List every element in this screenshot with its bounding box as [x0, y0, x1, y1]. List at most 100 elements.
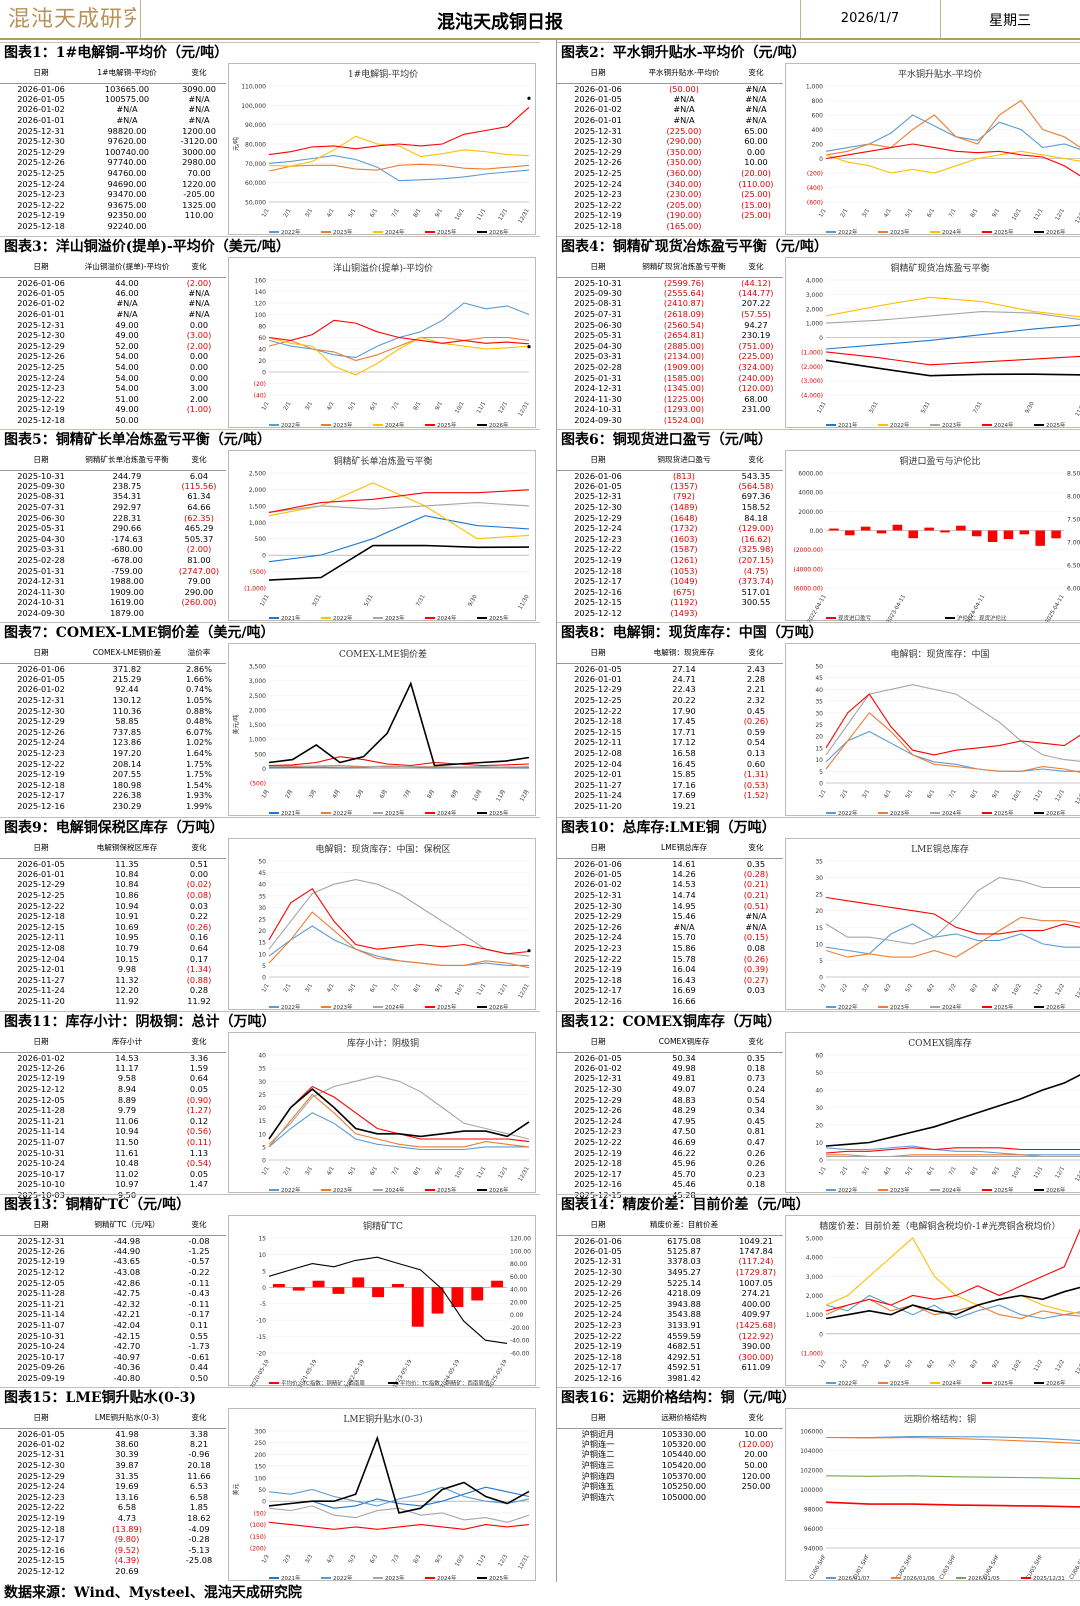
- legend-label: 2022年: [281, 1186, 301, 1194]
- table-cell: 15.85: [672, 769, 696, 780]
- table-cell: 10.94: [115, 1126, 139, 1137]
- x-tick-label: 11/1: [476, 208, 487, 222]
- table-cell: 6.04: [189, 470, 209, 481]
- table-cell: 2025-12-31: [574, 890, 622, 901]
- y-tick-label: 10: [258, 951, 266, 958]
- table-row: 2024-10-31 (1293.00) 231.00: [557, 404, 783, 415]
- table-cell: 2025-09-30: [574, 287, 622, 298]
- x-tick-label: 10/1: [1011, 1166, 1022, 1180]
- table-cell: (1587): [670, 544, 698, 555]
- table-cell: 2025-12-23: [574, 1126, 622, 1137]
- chart-bar: [332, 1287, 345, 1294]
- table-row: 2025-12-12 -43.08 -0.22: [0, 1267, 226, 1278]
- chart-bar: [971, 530, 982, 537]
- table-cell: (1524.00): [663, 415, 705, 426]
- table-cell: 2025-12-18: [574, 974, 622, 985]
- y2-tick-label: 7.50: [1067, 517, 1080, 524]
- table-cell: 31.35: [115, 1470, 139, 1481]
- table-cell: 45.96: [672, 1158, 696, 1169]
- table-cell: (0.53): [743, 779, 769, 790]
- table-cell: (2555.64): [663, 287, 705, 298]
- y-tick-label: 100: [255, 1475, 267, 1482]
- table-cell: 16.43: [672, 974, 696, 985]
- table-cell: (0.26): [743, 716, 769, 727]
- legend-label: 2021年: [281, 614, 301, 622]
- legend-label: 2023年: [333, 1186, 353, 1194]
- y-tick-label: 5: [819, 769, 823, 776]
- table-cell: 2025-12-19: [17, 1513, 65, 1524]
- chart-bar: [845, 530, 855, 536]
- panel-11: 图表11：库存小计：阴极铜：总计（万吨） 日期 库存小计 变化 2026-01-02 14…: [0, 1011, 540, 1200]
- table-cell: (0.21): [743, 879, 769, 890]
- table-cell: -678.00: [111, 555, 143, 566]
- table-row: 2025-10-31 (2599.76) (44.12): [557, 277, 783, 288]
- table-cell: 1.64%: [185, 748, 212, 759]
- x-tick-label: 7/1: [391, 401, 401, 412]
- panel-1: 图表1：1#电解铜-平均价（元/吨） 日期 1#电解铜-平均价 变化 2026-01-0…: [0, 42, 540, 236]
- table-cell: 2025-12-22: [574, 705, 622, 716]
- chart-series-line: [825, 916, 1080, 958]
- table-row: 2025-12-17 (1049) (373.74): [557, 576, 783, 587]
- table-cell: (120.00): [738, 1438, 774, 1449]
- table-cell: 1879.00: [110, 608, 144, 619]
- table-cell: [172, 221, 226, 232]
- table-cell: 2.86%: [185, 663, 212, 674]
- panel-title: 图表12：COMEX铜库存（万吨）: [561, 1014, 781, 1030]
- table-cell: 2025-08-31: [17, 491, 65, 502]
- panel-title: 图表16：远期价格结构：铜（元/吨）: [561, 1390, 796, 1406]
- chart-series-line: [268, 163, 530, 172]
- y-tick-label: 35: [258, 893, 266, 900]
- table-cell: 4218.09: [667, 1288, 701, 1299]
- table-cell: (0.21): [743, 890, 769, 901]
- x-tick-label: 11/3: [476, 1554, 488, 1568]
- table-cell: -0.96: [188, 1449, 210, 1460]
- table-row: 2026-01-02 38.60 8.21: [0, 1439, 226, 1450]
- table-cell: 2025-12-16: [17, 801, 65, 812]
- y-tick-label: -10: [256, 1318, 266, 1325]
- table-row: 2025-10-03 9.50: [0, 1190, 226, 1201]
- table-cell: 0.44: [189, 1362, 209, 1373]
- y-tick-label: 30: [258, 1079, 266, 1086]
- table-cell: #N/A: [188, 104, 210, 115]
- y-tick-label: (20): [254, 381, 266, 388]
- table-cell: [729, 1492, 783, 1503]
- table-row: 2025-11-24 12.20 0.28: [0, 985, 226, 996]
- chart-bar: [1003, 530, 1014, 540]
- panel-13: 图表13：铜精矿TC（元/吨） 日期 铜精矿TC（元/吨） 变化 2025-12-31-…: [0, 1194, 540, 1387]
- table-cell: 2026-01-02: [17, 104, 65, 115]
- table-cell: (225.00): [738, 351, 774, 362]
- table-cell: (115.56): [181, 480, 217, 491]
- table-cell: 2025-12-23: [574, 189, 622, 200]
- x-tick-label: 12/1: [1055, 789, 1066, 803]
- table-cell: (240.00): [738, 372, 774, 383]
- table-cell: 105320.00: [661, 1438, 707, 1449]
- table-cell: 0.18: [746, 1062, 766, 1073]
- x-tick-label: 1月: [260, 789, 271, 800]
- y-tick-label: 5: [262, 1268, 266, 1275]
- x-tick-label: 2020-05-19: [250, 1359, 271, 1387]
- table-cell: 2025-12-31: [17, 1449, 65, 1460]
- brand-logo: 混沌天成研究院: [8, 7, 136, 32]
- table-cell: 1.54%: [185, 779, 212, 790]
- table-cell: 2025-12-22: [574, 1330, 622, 1341]
- table-cell: 2025-12-19: [17, 210, 65, 221]
- table-cell: (3.00): [186, 330, 212, 341]
- legend-label: 2025年: [994, 228, 1014, 236]
- table-cell: 10.00: [744, 157, 768, 168]
- table-cell: (0.54): [186, 1158, 212, 1169]
- legend-label: 2023年: [890, 1186, 910, 1194]
- panel-title: 图表15：LME铜升贴水(0-3): [4, 1390, 197, 1406]
- table-cell: (300.00): [738, 1351, 774, 1362]
- table-cell: 6175.08: [667, 1235, 701, 1246]
- table-cell: 2025-10-17: [17, 1168, 65, 1179]
- x-tick-label: 9/3: [434, 1554, 444, 1565]
- chart-series-line: [268, 765, 530, 768]
- x-tick-label: 7/1: [948, 789, 958, 800]
- x-tick-label: 4/2: [883, 1359, 893, 1370]
- chart-series-line: [825, 143, 1080, 177]
- legend-label: 2025年: [994, 1003, 1014, 1011]
- chart-series-line: [268, 135, 530, 167]
- x-tick-label: 11/2: [1033, 1359, 1044, 1373]
- table-cell: #N/A: [116, 309, 138, 320]
